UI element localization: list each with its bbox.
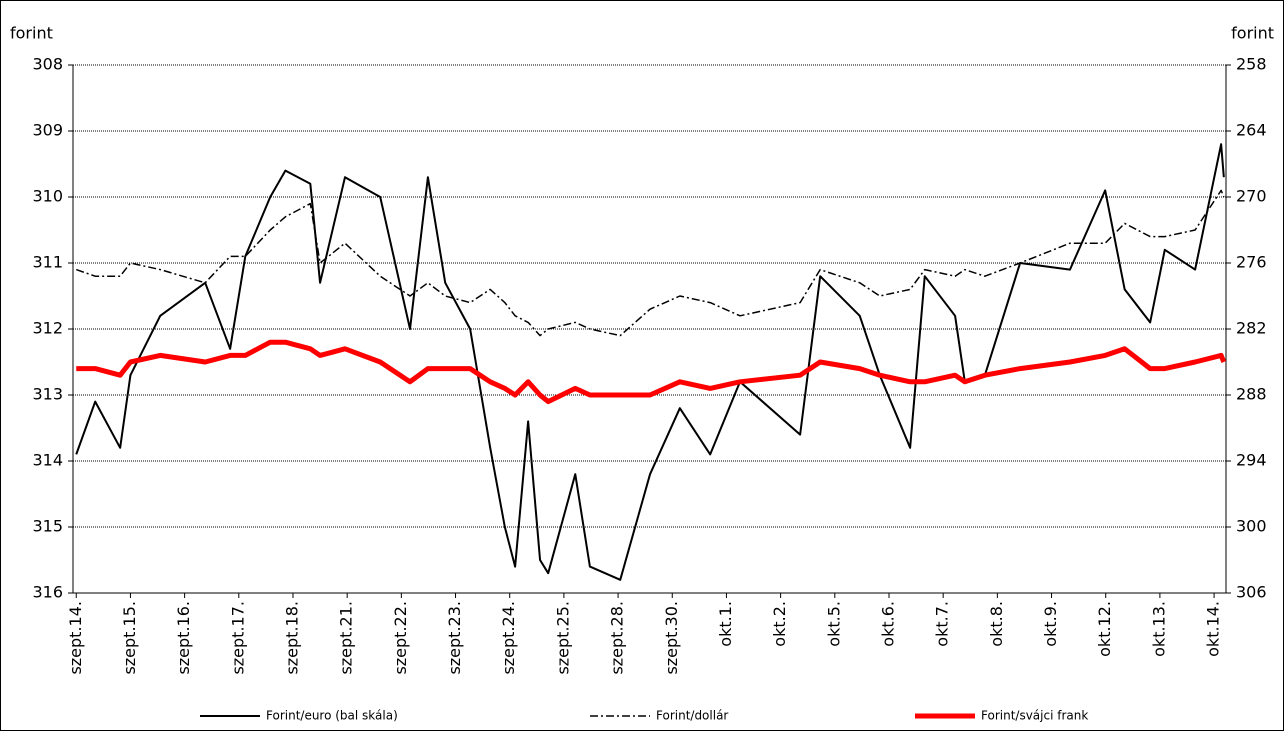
x-tick-label: szept.30.: [662, 601, 681, 675]
series-line: [76, 189, 1225, 337]
legend-label: Forint/euro (bal skála): [266, 709, 398, 723]
y2-tick-label: 258: [1236, 55, 1267, 74]
x-tick-label: okt.6.: [878, 601, 897, 647]
x-tick-label: okt.9.: [1041, 601, 1060, 647]
y2-axis-label: forint: [1231, 24, 1274, 43]
y2-tick-label: 282: [1236, 319, 1267, 338]
y-tick-label: 311: [32, 253, 63, 272]
x-tick-label: okt.5.: [824, 601, 843, 647]
x-tick-label: okt.1.: [716, 601, 735, 647]
x-tick-label: szept.28.: [608, 601, 627, 675]
x-tick-label: szept.18.: [282, 601, 301, 675]
x-tick-label: okt.8.: [987, 601, 1006, 647]
y2-tick-label: 300: [1236, 517, 1267, 536]
y-axis-label: forint: [10, 24, 53, 43]
x-tick-label: szept.17.: [228, 601, 247, 675]
legend-label: Forint/dollár: [656, 709, 728, 723]
x-tick-label: szept.16.: [174, 601, 193, 675]
y2-tick-label: 270: [1236, 187, 1267, 206]
legend-label: Forint/svájci frank: [981, 709, 1088, 723]
x-tick-label: szept.22.: [391, 601, 410, 675]
y-tick-label: 315: [32, 517, 63, 536]
y-tick-label: 308: [32, 55, 63, 74]
y2-tick-label: 288: [1236, 385, 1267, 404]
x-tick-label: szept.14.: [66, 601, 85, 675]
y2-tick-label: 306: [1236, 583, 1267, 602]
x-tick-label: okt.13.: [1149, 601, 1168, 657]
series-line: [76, 339, 1227, 405]
x-tick-label: okt.14.: [1204, 601, 1223, 657]
y-tick-label: 314: [32, 451, 63, 470]
y-tick-label: 309: [32, 121, 63, 140]
x-tick-label: okt.7.: [933, 601, 952, 647]
y-tick-label: 310: [32, 187, 63, 206]
x-tick-label: szept.23.: [445, 601, 464, 675]
y-tick-label: 316: [32, 583, 63, 602]
x-tick-label: okt.2.: [770, 601, 789, 647]
y2-tick-label: 264: [1236, 121, 1267, 140]
y-tick-label: 313: [32, 385, 63, 404]
x-tick-label: okt.12.: [1095, 601, 1114, 657]
y2-tick-label: 276: [1236, 253, 1267, 272]
x-tick-label: szept.21.: [337, 601, 356, 675]
x-tick-label: szept.25.: [553, 601, 572, 675]
y-tick-label: 312: [32, 319, 63, 338]
x-tick-label: szept.15.: [120, 601, 139, 675]
y2-tick-label: 294: [1236, 451, 1267, 470]
x-tick-label: szept.24.: [499, 601, 518, 675]
